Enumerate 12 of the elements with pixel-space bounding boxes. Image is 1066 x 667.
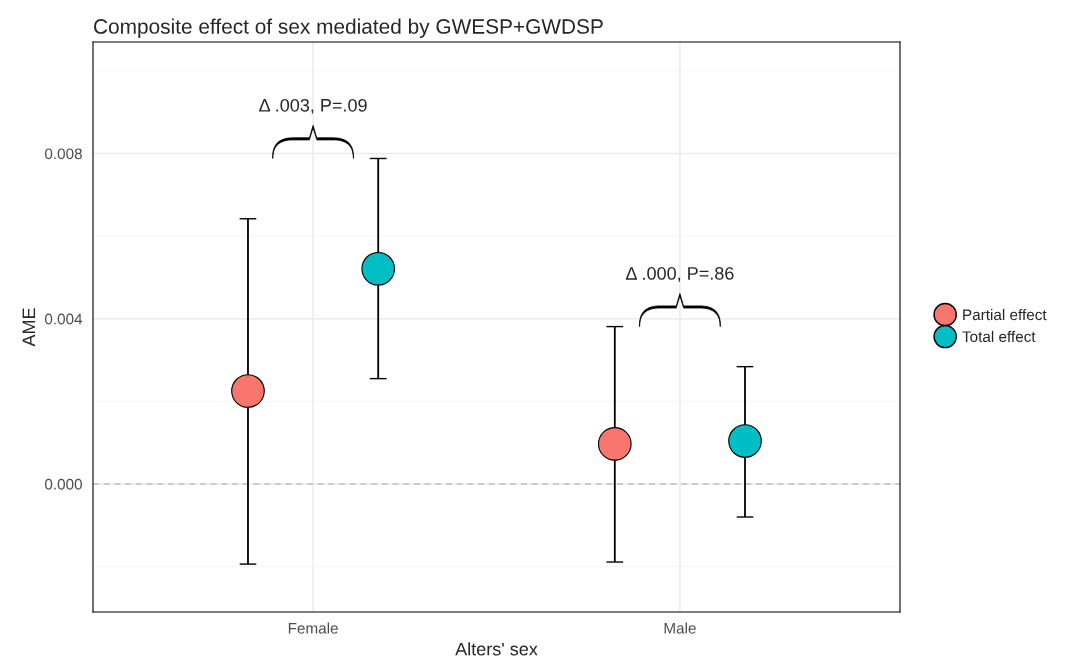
- y-tick-label: 0.008: [44, 148, 82, 160]
- x-tick-label: Female: [288, 622, 338, 634]
- legend-label: Partial effect: [963, 308, 1047, 321]
- annotation: Δ .003, P=.09: [259, 98, 367, 114]
- chart-title: Composite effect of sex mediated by GWESP+GWDSP: [94, 18, 603, 38]
- x-tick-label: Male: [664, 622, 696, 634]
- y-tick-label: 0.004: [44, 313, 83, 325]
- legend-label: Total effect: [962, 330, 1036, 343]
- x-axis-title: Alters' sex: [455, 642, 538, 656]
- y-tick-label: 0.000: [44, 478, 82, 490]
- annotation: Δ .000, P=.86: [625, 267, 734, 282]
- y-axis-title: AME: [22, 308, 36, 347]
